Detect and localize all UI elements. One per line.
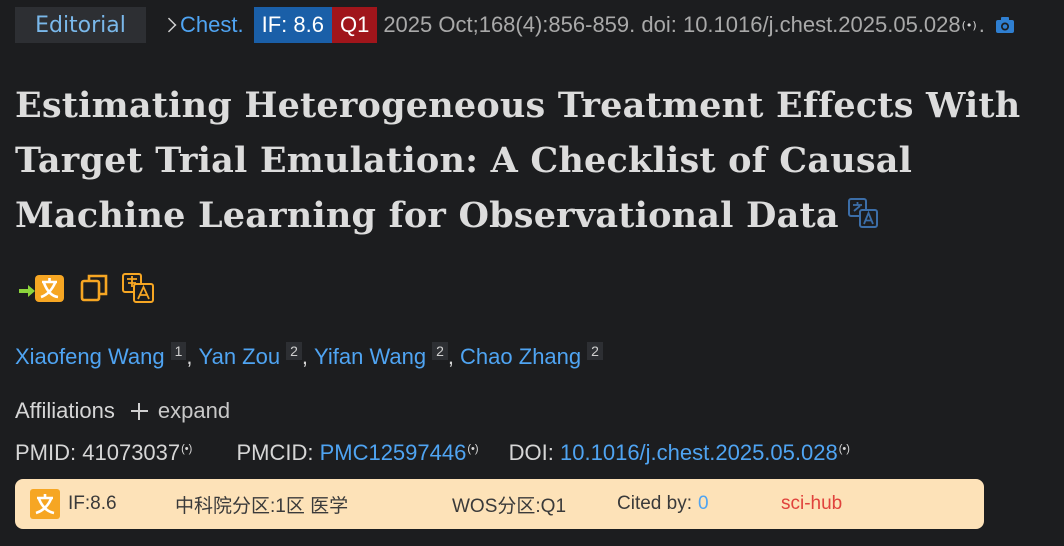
header-bar: Editorial Chest. IF: 8.6 Q1 2025 Oct;168… bbox=[0, 6, 1064, 44]
author-list: Xiaofeng Wang 1, Yan Zou 2, Yifan Wang 2, Chao… bbox=[15, 342, 603, 370]
cited-by-count[interactable]: 0 bbox=[697, 493, 709, 514]
cited-by-label: Cited by: bbox=[617, 493, 692, 514]
translate-logo-icon[interactable] bbox=[30, 479, 60, 529]
pmcid-link[interactable]: PMC12597446 bbox=[319, 440, 467, 465]
copy-icon[interactable] bbox=[79, 272, 109, 304]
pmcid-label: PMCID: bbox=[236, 440, 314, 465]
affiliation-number[interactable]: 1 bbox=[170, 342, 187, 360]
author-link[interactable]: Chao Zhang bbox=[460, 344, 582, 369]
author-link[interactable]: Xiaofeng Wang bbox=[15, 344, 165, 369]
pmid-label: PMID: bbox=[15, 440, 77, 465]
infobar-impact-factor: IF:8.6 bbox=[68, 493, 117, 514]
author-link[interactable]: Yan Zou bbox=[198, 344, 281, 369]
infobar-cas-zone: 中科院分区:1区 医学 bbox=[175, 495, 349, 517]
sci-hub-link[interactable]: sci-hub bbox=[781, 493, 843, 514]
translate-icon[interactable] bbox=[121, 272, 155, 304]
chevron-right-icon bbox=[161, 17, 177, 33]
author-separator: , bbox=[447, 344, 455, 369]
toolbar bbox=[17, 272, 155, 304]
pmid-value: 41073037 bbox=[82, 440, 181, 465]
impact-factor-badge: IF: 8.6 bbox=[253, 7, 332, 43]
camera-icon[interactable] bbox=[995, 16, 1015, 34]
journal-info-bar: IF:8.6 中科院分区:1区 医学 WOS分区:Q1 Cited by: 0 … bbox=[15, 479, 984, 529]
infobar-cited-by: Cited by: 0 bbox=[617, 479, 709, 529]
signal-icon[interactable]: (•) bbox=[181, 442, 193, 455]
author-separator: , bbox=[186, 344, 193, 369]
affiliation-number[interactable]: 2 bbox=[587, 342, 603, 360]
signal-icon[interactable]: (•) bbox=[961, 18, 977, 32]
affiliations-label: Affiliations bbox=[15, 398, 115, 423]
doi-link[interactable]: 10.1016/j.chest.2025.05.028 bbox=[560, 440, 838, 465]
affiliations-row: Affiliations expand bbox=[15, 398, 230, 424]
translate-arrow-icon[interactable] bbox=[17, 272, 67, 304]
identifiers-row: PMID: 41073037(•) PMCID: PMC12597446(•) … bbox=[15, 440, 850, 466]
article-type-badge: Editorial bbox=[15, 7, 146, 43]
author-separator: , bbox=[301, 344, 309, 369]
quartile-badge: Q1 bbox=[331, 7, 378, 43]
citation-text: 2025 Oct;168(4):856-859. doi: 10.1016/j.… bbox=[383, 12, 961, 37]
translate-icon[interactable] bbox=[847, 190, 879, 245]
expand-affiliations-button[interactable]: expand bbox=[157, 398, 231, 423]
article-title-text: Estimating Heterogeneous Treatment Effec… bbox=[15, 85, 1021, 236]
author-link[interactable]: Yifan Wang bbox=[314, 344, 427, 369]
doi-label: DOI: bbox=[508, 440, 554, 465]
citation-period: . bbox=[978, 12, 985, 37]
affiliation-number[interactable]: 2 bbox=[432, 342, 448, 360]
journal-link[interactable]: Chest. bbox=[180, 12, 244, 37]
signal-icon[interactable]: (•) bbox=[467, 442, 479, 455]
plus-icon[interactable] bbox=[130, 402, 148, 420]
infobar-wos-zone: WOS分区:Q1 bbox=[452, 495, 567, 517]
article-title: Estimating Heterogeneous Treatment Effec… bbox=[15, 78, 1060, 245]
signal-icon[interactable]: (•) bbox=[838, 442, 850, 455]
affiliation-number[interactable]: 2 bbox=[286, 342, 302, 360]
